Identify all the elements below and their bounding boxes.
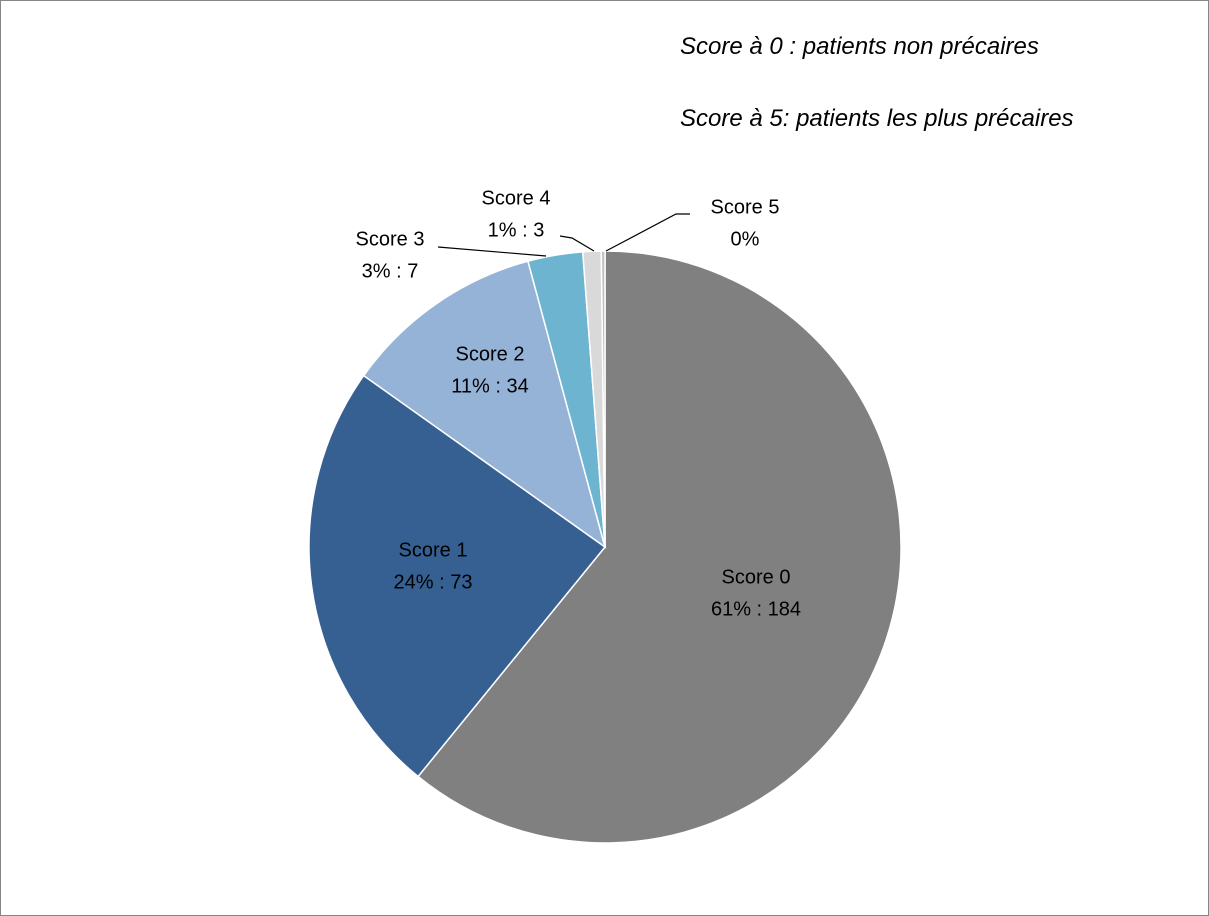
leader-line bbox=[559, 235, 595, 252]
value-label: 61% : 184 bbox=[711, 598, 801, 620]
slice-label: Score 2 bbox=[456, 343, 525, 365]
slice-label: Score 3 bbox=[356, 228, 425, 250]
pie-slice bbox=[308, 374, 607, 778]
slice-label: Score 1 bbox=[399, 539, 468, 561]
value-label: 1% : 3 bbox=[488, 219, 545, 241]
value-label: 0% bbox=[731, 228, 760, 250]
slice-label: Score 4 bbox=[482, 187, 551, 209]
value-label: 3% : 7 bbox=[362, 260, 419, 282]
slice-label: Score 0 bbox=[722, 566, 791, 588]
value-label: 24% : 73 bbox=[394, 571, 473, 593]
annotation: Score à 0 : patients non précaires bbox=[680, 33, 1039, 60]
value-label: 11% : 34 bbox=[451, 375, 528, 397]
pie-slice bbox=[362, 260, 607, 549]
pie-slice bbox=[600, 250, 606, 548]
leader-line bbox=[605, 213, 690, 252]
leader-line bbox=[437, 246, 547, 257]
pie-slice bbox=[417, 250, 902, 844]
annotation: Score à 5: patients les plus précaires bbox=[680, 105, 1074, 132]
slice-label: Score 5 bbox=[711, 196, 780, 218]
